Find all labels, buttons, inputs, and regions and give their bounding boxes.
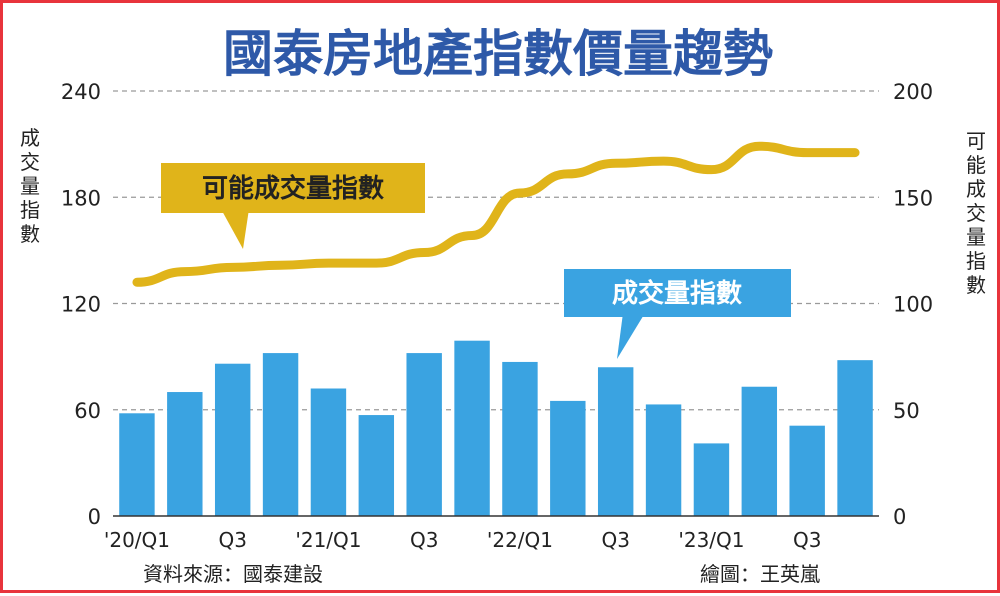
left-y-tick-label: 180 bbox=[61, 186, 101, 210]
right-axis-label-char: 能 bbox=[966, 153, 986, 177]
left-axis-label-char: 交 bbox=[20, 150, 40, 174]
line-callout-box bbox=[161, 163, 425, 213]
right-y-tick-label: 150 bbox=[893, 186, 933, 210]
credit-note: 繪圖：王英嵐 bbox=[700, 562, 820, 586]
x-tick-label: '23/Q1 bbox=[678, 528, 744, 552]
right-axis-label-char: 可 bbox=[966, 129, 986, 153]
right-y-tick-label: 100 bbox=[893, 293, 933, 317]
right-axis-label-char: 量 bbox=[966, 225, 986, 249]
bar bbox=[741, 386, 778, 516]
left-y-tick-label: 240 bbox=[61, 80, 101, 104]
bar-callout-box bbox=[564, 269, 791, 317]
bar bbox=[789, 425, 825, 516]
left-axis-label-char: 成 bbox=[20, 126, 40, 150]
bar bbox=[454, 340, 490, 516]
right-axis-label-char: 交 bbox=[966, 201, 986, 225]
bar-series bbox=[119, 340, 873, 516]
bar bbox=[406, 353, 442, 516]
bar-callout-pointer bbox=[617, 313, 645, 359]
source-note: 資料來源：國泰建設 bbox=[143, 562, 323, 586]
x-ticks: '20/Q1 Q3 '21/Q1 Q3 '22/Q1 Q3 '23/Q1 Q3 bbox=[104, 528, 822, 552]
bar bbox=[837, 360, 873, 516]
right-y-tick-label: 0 bbox=[893, 505, 906, 529]
right-axis-label: 可能成交量指數 bbox=[966, 129, 986, 297]
bar bbox=[119, 413, 155, 516]
right-y-tick-label: 50 bbox=[893, 399, 920, 423]
bar bbox=[310, 388, 347, 516]
bar-legend-callout: 成交量指數 bbox=[564, 269, 791, 359]
line-series bbox=[132, 141, 860, 287]
left-y-tick-label: 120 bbox=[61, 293, 101, 317]
bar bbox=[214, 363, 251, 516]
chart-title: 國泰房地產指數價量趨勢 bbox=[223, 25, 773, 83]
left-axis-label-char: 數 bbox=[20, 222, 40, 246]
right-y-ticks: 0 50 100 150 200 bbox=[893, 80, 933, 529]
x-tick-label: '22/Q1 bbox=[487, 528, 553, 552]
grid-lines bbox=[113, 90, 879, 411]
line-path bbox=[132, 141, 860, 287]
left-axis-label-char: 指 bbox=[20, 198, 40, 222]
right-axis-label-char: 成 bbox=[966, 177, 986, 201]
line-legend-callout: 可能成交量指數 bbox=[161, 163, 425, 249]
right-axis-label-char: 指 bbox=[966, 249, 986, 273]
x-tick-label: '20/Q1 bbox=[104, 528, 170, 552]
x-tick-label: Q3 bbox=[218, 528, 246, 552]
bar bbox=[597, 367, 634, 516]
bar bbox=[693, 443, 730, 516]
bar-callout-label: 成交量指數 bbox=[612, 278, 742, 309]
left-axis-label-char: 量 bbox=[20, 174, 40, 198]
x-tick-label: '21/Q1 bbox=[295, 528, 361, 552]
bar bbox=[550, 400, 586, 516]
x-tick-label: Q3 bbox=[793, 528, 821, 552]
left-axis-label: 成交量指數 bbox=[20, 126, 40, 246]
bar bbox=[262, 353, 299, 516]
right-y-tick-label: 200 bbox=[893, 80, 933, 104]
left-y-tick-label: 60 bbox=[74, 399, 101, 423]
left-y-tick-label: 0 bbox=[88, 505, 101, 529]
line-callout-label: 可能成交量指數 bbox=[202, 173, 384, 204]
x-tick-label: Q3 bbox=[410, 528, 438, 552]
right-axis-label-char: 數 bbox=[966, 273, 986, 297]
bar bbox=[358, 415, 395, 516]
chart-svg: 國泰房地產指數價量趨勢 0 60 120 180 240 0 50 100 150 200 '2… bbox=[20, 25, 986, 586]
bar bbox=[645, 404, 682, 516]
x-tick-label: Q3 bbox=[601, 528, 629, 552]
bar bbox=[167, 392, 203, 516]
left-y-ticks: 0 60 120 180 240 bbox=[61, 80, 101, 529]
bar bbox=[502, 361, 538, 516]
line-callout-pointer bbox=[221, 209, 249, 249]
